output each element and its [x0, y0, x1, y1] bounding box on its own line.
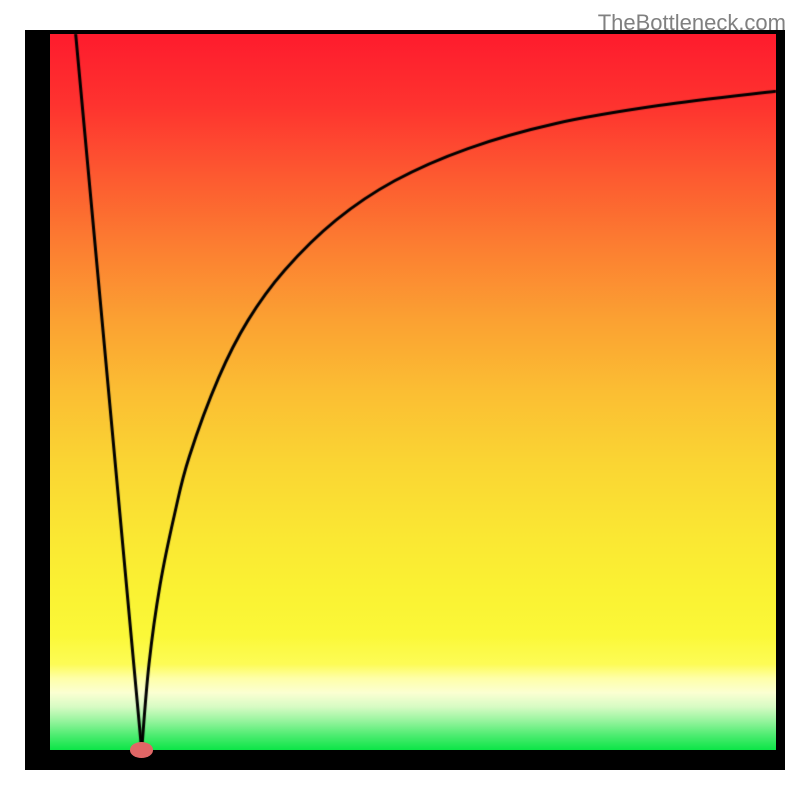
bottleneck-curve	[0, 0, 800, 800]
watermark-text: TheBottleneck.com	[598, 10, 786, 36]
minimum-marker	[130, 742, 153, 758]
chart-container: TheBottleneck.com	[0, 0, 800, 800]
